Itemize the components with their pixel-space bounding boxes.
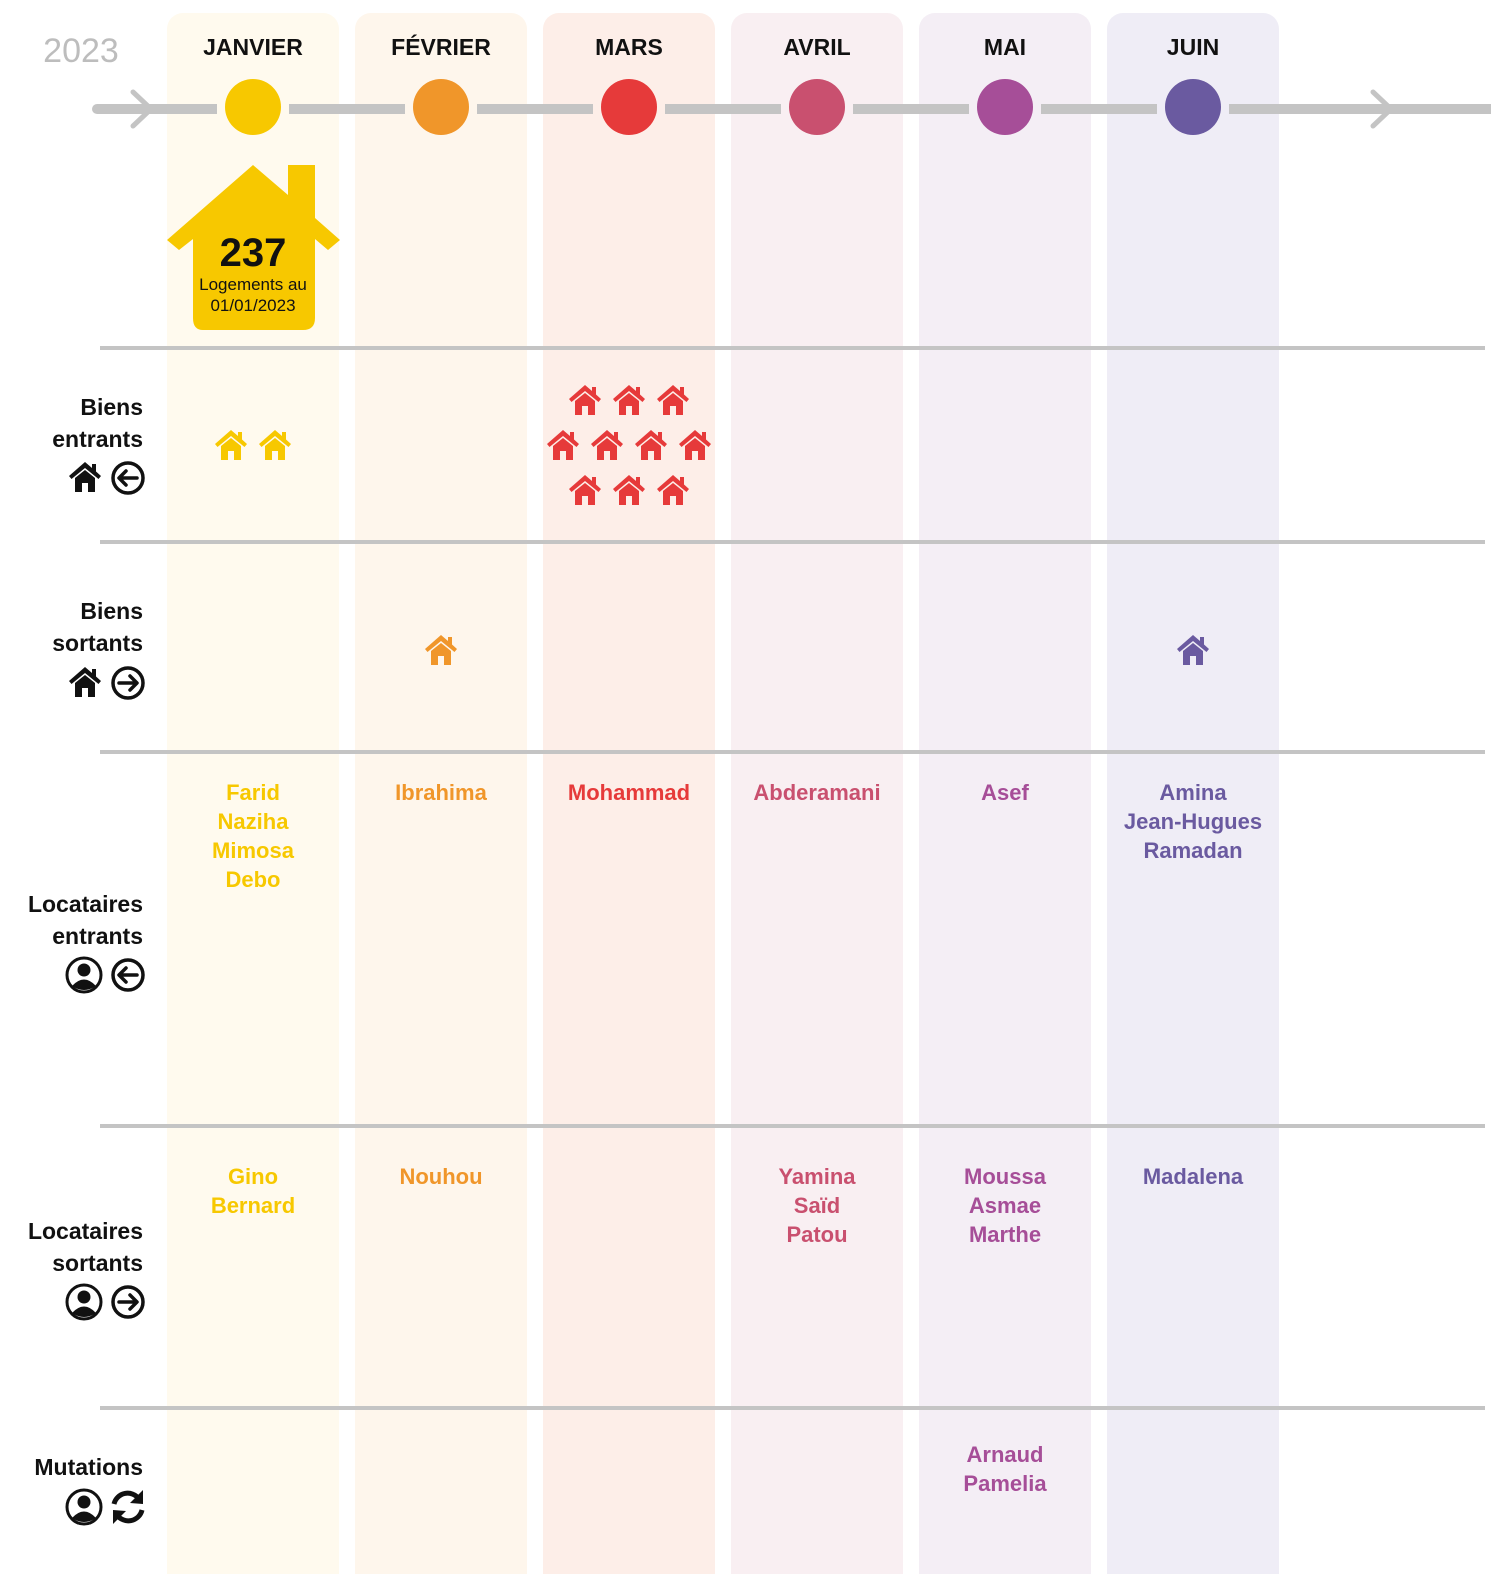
row-icon-arrow-circle [111,1285,145,1319]
row-icon-refresh-head [113,1490,143,1524]
person-name: Farid [226,780,280,805]
row-icon-arrow [117,674,139,692]
row-icon-arrow-circle [111,461,145,495]
person-name: Asmae [969,1193,1041,1218]
stock-house [167,165,340,330]
row-icon-arrow [117,469,139,487]
month-name: FÉVRIER [391,33,491,60]
month-dot [977,79,1033,135]
stock-label: Logements au [199,275,307,294]
row-icon-house [69,667,101,697]
row-icon-arrow [117,966,139,984]
stock-date: 01/01/2023 [210,296,295,315]
person-name: Mohammad [568,780,690,805]
person-name: Jean-Hugues [1124,809,1262,834]
row-label: Biens [80,598,143,624]
month-column [731,13,903,1579]
person-name: Yamina [778,1164,856,1189]
month-column [919,13,1091,1579]
month-dot [1165,79,1221,135]
row-icon-user-head [77,963,91,977]
row-icon-user-head [77,1495,91,1509]
row-icon-user [65,1488,103,1526]
row-label: sortants [52,630,143,656]
person-name: Moussa [964,1164,1047,1189]
person-name: Bernard [211,1193,295,1218]
person-name: Nouhou [399,1164,482,1189]
person-name: Pamelia [963,1471,1047,1496]
row-icon-user-body [72,1511,96,1522]
month-name: JANVIER [203,34,303,60]
row-icon-user-head [77,1290,91,1304]
month-column [355,13,527,1579]
person-name: Patou [786,1222,847,1247]
row-label: entrants [52,426,143,452]
person-name: Arnaud [967,1442,1044,1467]
row-icon-user-body [72,1306,96,1317]
row-icon-arrow [117,1293,139,1311]
month-dot [413,79,469,135]
person-name: Abderamani [753,780,880,805]
month-name: MARS [595,34,663,60]
row-label: Biens [80,394,143,420]
row-icon-user-body [72,979,96,990]
month-column [1107,13,1279,1579]
row-icon-house [69,462,101,492]
row-icon-arrow-circle [111,666,145,700]
month-name: MAI [984,34,1026,60]
row-label: Locataires [28,891,143,917]
person-name: Naziha [218,809,290,834]
row-icon-arrow-circle [111,958,145,992]
person-name: Saïd [794,1193,840,1218]
month-dot [789,79,845,135]
month-dot [601,79,657,135]
row-label: Mutations [34,1454,143,1480]
person-name: Debo [226,867,281,892]
person-name: Asef [981,780,1029,805]
row-label: entrants [52,923,143,949]
stock-value: 237 [220,231,287,275]
row-label: Locataires [28,1218,143,1244]
person-name: Amina [1159,780,1227,805]
row-label: sortants [52,1250,143,1276]
month-column [167,13,339,1579]
person-name: Marthe [969,1222,1041,1247]
year: 2023 [43,32,119,70]
person-name: Gino [228,1164,278,1189]
person-name: Ramadan [1143,838,1242,863]
timeline-arrow [1370,89,1394,129]
month-name: JUIN [1167,34,1219,60]
row-icon-user [65,956,103,994]
timeline-arrow [130,89,154,129]
month-name: AVRIL [783,34,850,60]
person-name: Ibrahima [395,780,487,805]
person-name: Madalena [1143,1164,1244,1189]
person-name: Mimosa [212,838,295,863]
row-icon-user [65,1283,103,1321]
month-dot [225,79,281,135]
